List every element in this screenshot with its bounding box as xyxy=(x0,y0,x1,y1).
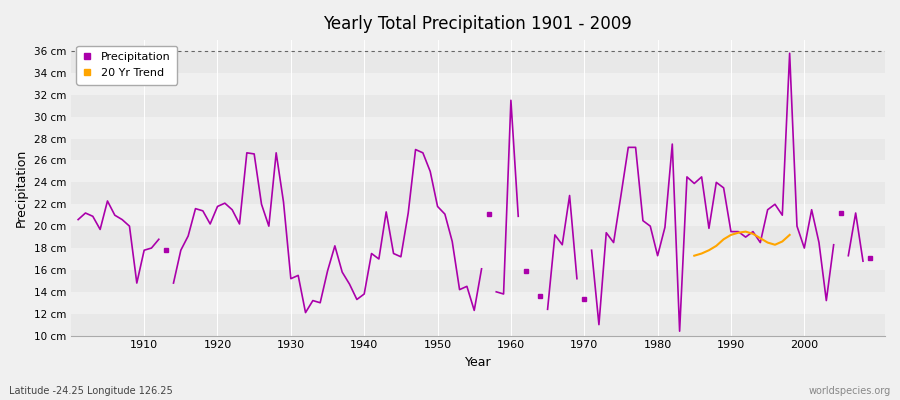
Text: Latitude -24.25 Longitude 126.25: Latitude -24.25 Longitude 126.25 xyxy=(9,386,173,396)
Y-axis label: Precipitation: Precipitation xyxy=(15,149,28,227)
Bar xyxy=(71,139,885,160)
Bar xyxy=(71,73,885,95)
Bar xyxy=(71,270,885,292)
Bar xyxy=(71,204,885,226)
Bar xyxy=(71,160,885,182)
Title: Yearly Total Precipitation 1901 - 2009: Yearly Total Precipitation 1901 - 2009 xyxy=(323,15,633,33)
X-axis label: Year: Year xyxy=(464,356,491,369)
Legend: Precipitation, 20 Yr Trend: Precipitation, 20 Yr Trend xyxy=(76,46,177,84)
Bar xyxy=(71,292,885,314)
Bar xyxy=(71,182,885,204)
Bar xyxy=(71,248,885,270)
Bar xyxy=(71,226,885,248)
Bar xyxy=(71,314,885,336)
Bar xyxy=(71,51,885,73)
Bar xyxy=(71,95,885,117)
Bar xyxy=(71,117,885,139)
Text: worldspecies.org: worldspecies.org xyxy=(809,386,891,396)
